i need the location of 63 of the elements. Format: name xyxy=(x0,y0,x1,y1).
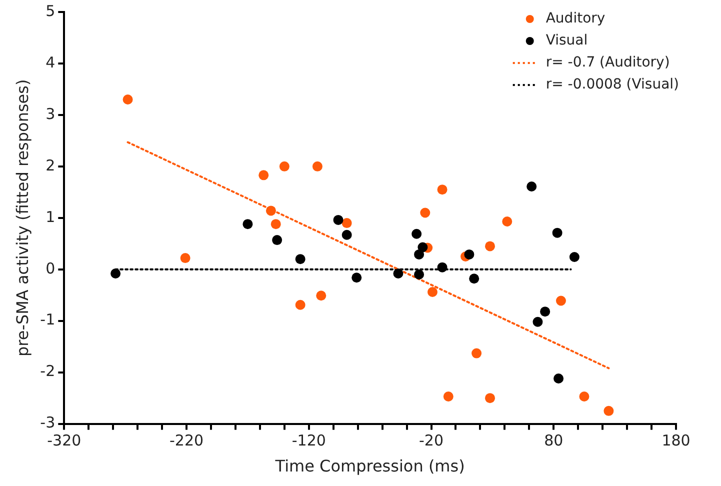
legend-label: Visual xyxy=(546,32,588,49)
point xyxy=(272,235,282,246)
legend-label: r= -0.7 (Auditory) xyxy=(546,54,670,71)
y-tick-label: 1 xyxy=(46,208,56,226)
point xyxy=(579,392,590,402)
point xyxy=(414,249,424,260)
legend-label: r= -0.0008 (Visual) xyxy=(546,76,680,93)
point xyxy=(469,274,480,284)
point xyxy=(266,206,276,216)
point xyxy=(485,241,495,252)
x-tick-label: -320 xyxy=(47,432,82,450)
point xyxy=(427,287,438,298)
point xyxy=(437,262,448,272)
point xyxy=(502,216,512,227)
x-tick-label: 180 xyxy=(662,432,690,450)
x-tick-label: 80 xyxy=(544,432,564,450)
point xyxy=(485,393,495,404)
point xyxy=(420,208,430,218)
point xyxy=(352,272,362,283)
point xyxy=(295,254,306,264)
point xyxy=(122,94,133,105)
point xyxy=(526,182,537,192)
point xyxy=(418,242,428,252)
point xyxy=(393,268,404,278)
point xyxy=(569,252,580,262)
y-tick-label: 5 xyxy=(46,2,56,20)
y-axis-title: pre-SMA activity (fitted responses) xyxy=(12,79,32,357)
point xyxy=(552,228,562,238)
x-tick-label: -20 xyxy=(419,432,444,450)
x-axis-title: Time Compression (ms) xyxy=(274,456,465,476)
y-tick-label: -1 xyxy=(40,310,56,329)
point xyxy=(437,184,448,195)
point xyxy=(242,219,253,230)
point xyxy=(604,406,614,416)
point xyxy=(554,374,564,384)
point xyxy=(180,253,190,264)
y-tick-label: 0 xyxy=(46,259,56,278)
point xyxy=(270,219,281,230)
point xyxy=(556,296,566,306)
point xyxy=(540,306,550,317)
point xyxy=(295,300,306,310)
y-tick-label: 2 xyxy=(46,156,56,174)
point xyxy=(342,230,352,240)
point xyxy=(412,228,422,239)
legend-label: Auditory xyxy=(546,10,606,27)
point xyxy=(110,268,121,278)
y-tick-label: 4 xyxy=(46,53,56,72)
point xyxy=(532,316,543,327)
point xyxy=(472,348,482,358)
point xyxy=(312,161,322,172)
point xyxy=(279,161,290,172)
point xyxy=(258,170,269,180)
point xyxy=(333,214,344,225)
x-tick-label: -220 xyxy=(170,432,204,450)
y-tick-label: -2 xyxy=(40,362,56,380)
y-tick-label: -3 xyxy=(40,414,56,432)
y-tick-label: 3 xyxy=(46,104,56,123)
point xyxy=(414,270,424,280)
point xyxy=(464,249,474,260)
point xyxy=(342,218,352,228)
x-tick-label: -120 xyxy=(292,432,326,450)
point xyxy=(316,290,326,301)
point xyxy=(443,392,454,402)
